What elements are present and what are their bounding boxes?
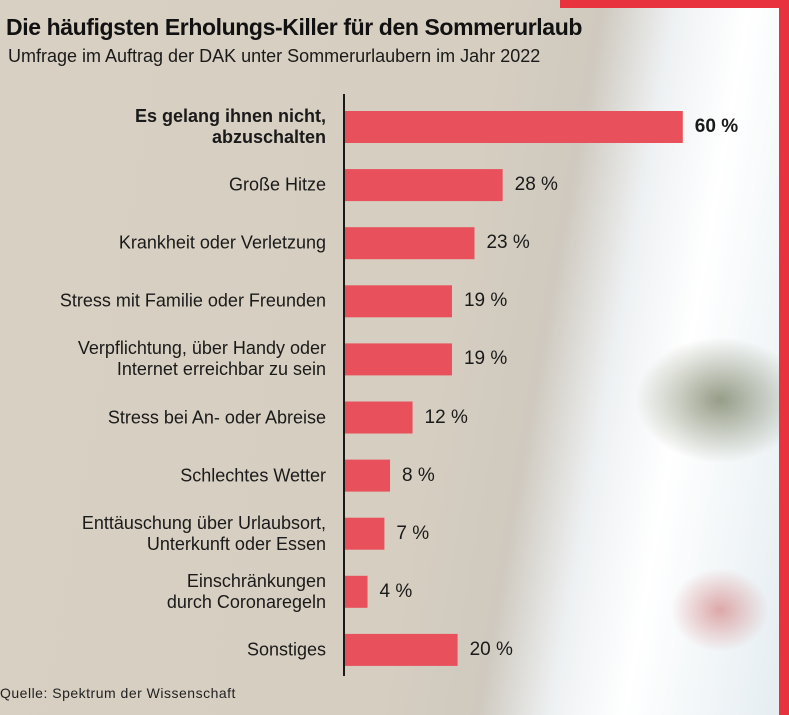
chart-title: Die häufigsten Erholungs-Killer für den … bbox=[6, 14, 582, 40]
value-label: 19 % bbox=[463, 348, 508, 370]
bar bbox=[345, 459, 391, 492]
value-label: 8 % bbox=[402, 464, 435, 486]
bar bbox=[345, 633, 458, 666]
value-label: 23 % bbox=[486, 232, 530, 254]
category-label: Enttäuschung über Urlaubsort, Unterkunft… bbox=[81, 512, 326, 554]
category-label: Krankheit oder Verletzung bbox=[118, 232, 326, 253]
bar bbox=[345, 169, 503, 202]
category-label: Große Hitze bbox=[228, 174, 326, 195]
bar bbox=[345, 401, 413, 434]
bar bbox=[345, 111, 683, 143]
category-label: Verpflichtung, über Handy oder Internet … bbox=[77, 338, 326, 380]
category-label: Schlechtes Wetter bbox=[180, 465, 326, 486]
category-label: Sonstiges bbox=[246, 639, 326, 660]
bar bbox=[345, 227, 475, 260]
category-label: Stress mit Familie oder Freunden bbox=[59, 290, 326, 311]
category-label: Einschränkungen durch Coronaregeln bbox=[166, 570, 326, 612]
chart-subtitle: Umfrage im Auftrag der DAK unter Sommeru… bbox=[8, 46, 541, 66]
category-label: Stress bei An- oder Abreise bbox=[107, 407, 326, 427]
source: Quelle: Spektrum der Wissenschaft bbox=[0, 685, 236, 701]
value-label: 4 % bbox=[379, 580, 413, 602]
value-label: 28 % bbox=[514, 174, 558, 196]
value-label: 60 % bbox=[694, 116, 739, 137]
accent-bar bbox=[560, 0, 789, 8]
accent-bar bbox=[779, 0, 789, 715]
value-label: 19 % bbox=[463, 290, 508, 312]
bar bbox=[345, 517, 385, 550]
category-label: Es gelang ihnen nicht, abzuschalten bbox=[134, 106, 326, 147]
bar bbox=[345, 575, 368, 608]
bar bbox=[345, 285, 452, 318]
bar bbox=[345, 343, 452, 376]
value-label: 12 % bbox=[424, 406, 468, 428]
value-label: 20 % bbox=[469, 638, 513, 660]
value-label: 7 % bbox=[396, 522, 430, 544]
